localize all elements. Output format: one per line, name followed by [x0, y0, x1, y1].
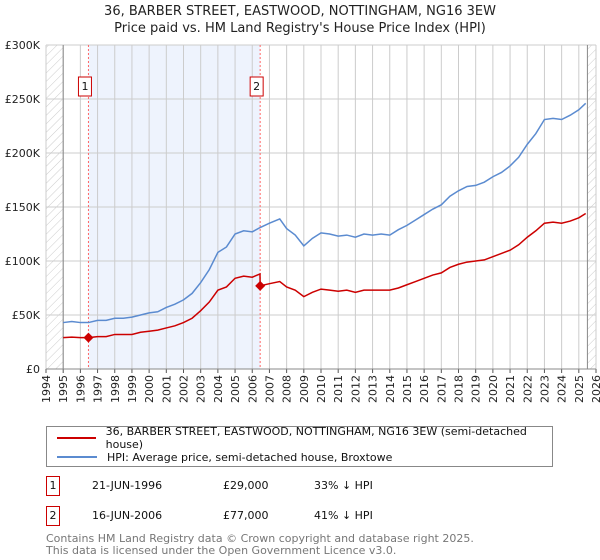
x-tick-label: 2022: [521, 375, 534, 403]
x-tick-label: 2020: [487, 375, 500, 403]
blue-line-swatch: [57, 456, 97, 458]
x-tick-label: 1995: [57, 375, 70, 403]
plot-area: 1994 1995 1996 1997 1998 1999 2000 2001 2002 2003…: [5, 39, 600, 403]
hpi-series-line: [63, 102, 587, 324]
sale-marker-box: [249, 76, 264, 97]
sale-marker-label: 2: [253, 80, 260, 93]
legend: 36, BARBER STREET, EASTWOOD, NOTTINGHAM,…: [46, 425, 553, 467]
y-tick-label: £0: [26, 363, 40, 376]
x-tick-label: 2023: [538, 375, 551, 403]
x-tick-label: 2009: [298, 375, 311, 403]
sale-marker-label: 1: [46, 476, 60, 496]
x-tick-label: 2003: [195, 375, 208, 403]
y-tick-label: £50K: [12, 309, 41, 322]
x-tick-label: 2007: [263, 375, 276, 403]
x-tick-label: 2000: [143, 375, 156, 403]
y-tick-label: £250K: [5, 93, 41, 106]
x-tick-label: 1998: [109, 375, 122, 403]
chart-subtitle: Price paid vs. HM Land Registry's House …: [114, 21, 486, 36]
x-tick-label: 2011: [332, 375, 345, 403]
x-tick-label: 2012: [349, 375, 362, 403]
sale-price: £29,000: [223, 479, 269, 492]
sale-price: £77,000: [223, 509, 269, 522]
x-tick-label: 2013: [367, 375, 380, 403]
sale-date: 16-JUN-2006: [92, 509, 163, 522]
x-tick-label: 2019: [470, 375, 483, 403]
x-tick-label: 2008: [281, 375, 294, 403]
x-tick-label: 2004: [212, 375, 225, 403]
x-tick-label: 2015: [401, 375, 414, 403]
legend-label: HPI: Average price, semi-detached house,…: [107, 450, 393, 464]
x-tick-label: 2021: [504, 375, 517, 403]
sale-point: [83, 332, 94, 343]
y-tick-label: £100K: [5, 255, 41, 268]
x-tick-label: 2024: [556, 375, 569, 403]
legend-item-property: 36, BARBER STREET, EASTWOOD, NOTTINGHAM,…: [57, 425, 552, 451]
sale-point: [255, 280, 266, 291]
sale-marker-label: 2: [46, 506, 60, 526]
x-tick-label: 2018: [453, 375, 466, 403]
x-tick-label: 1994: [40, 375, 53, 403]
x-tick-label: 2002: [178, 375, 191, 403]
x-tick-label: 1996: [74, 375, 87, 403]
sale-marker-label: 1: [81, 80, 88, 93]
sale-hpi-diff: 41% ↓ HPI: [314, 509, 373, 522]
sale-marker-box: [77, 76, 92, 97]
x-tick-label: 2017: [435, 375, 448, 403]
x-tick-label: 2010: [315, 375, 328, 403]
x-tick-label: 2006: [246, 375, 259, 403]
legend-label: 36, BARBER STREET, EASTWOOD, NOTTINGHAM,…: [105, 425, 527, 451]
x-tick-label: 2005: [229, 375, 242, 403]
x-tick-label: 2001: [160, 375, 173, 403]
price-series-line: [63, 212, 587, 339]
footer-copyright: Contains HM Land Registry data © Crown c…: [46, 532, 474, 545]
sale-hpi-diff: 33% ↓ HPI: [314, 479, 373, 492]
y-tick-label: £200K: [5, 147, 41, 160]
chart-title: 36, BARBER STREET, EASTWOOD, NOTTINGHAM,…: [104, 4, 496, 19]
x-tick-label: 1997: [92, 375, 105, 403]
legend-item-hpi: HPI: Average price, semi-detached house,…: [57, 448, 392, 466]
red-line-swatch: [57, 437, 96, 439]
x-tick-label: 2026: [590, 375, 600, 403]
y-tick-label: £300K: [5, 39, 41, 52]
x-tick-label: 2014: [384, 375, 397, 403]
x-tick-label: 1999: [126, 375, 139, 403]
footer-licence: This data is licensed under the Open Gov…: [46, 544, 397, 557]
sale-date: 21-JUN-1996: [92, 479, 163, 492]
x-tick-label: 2016: [418, 375, 431, 403]
x-tick-label: 2025: [573, 375, 586, 403]
y-tick-label: £150K: [5, 201, 41, 214]
